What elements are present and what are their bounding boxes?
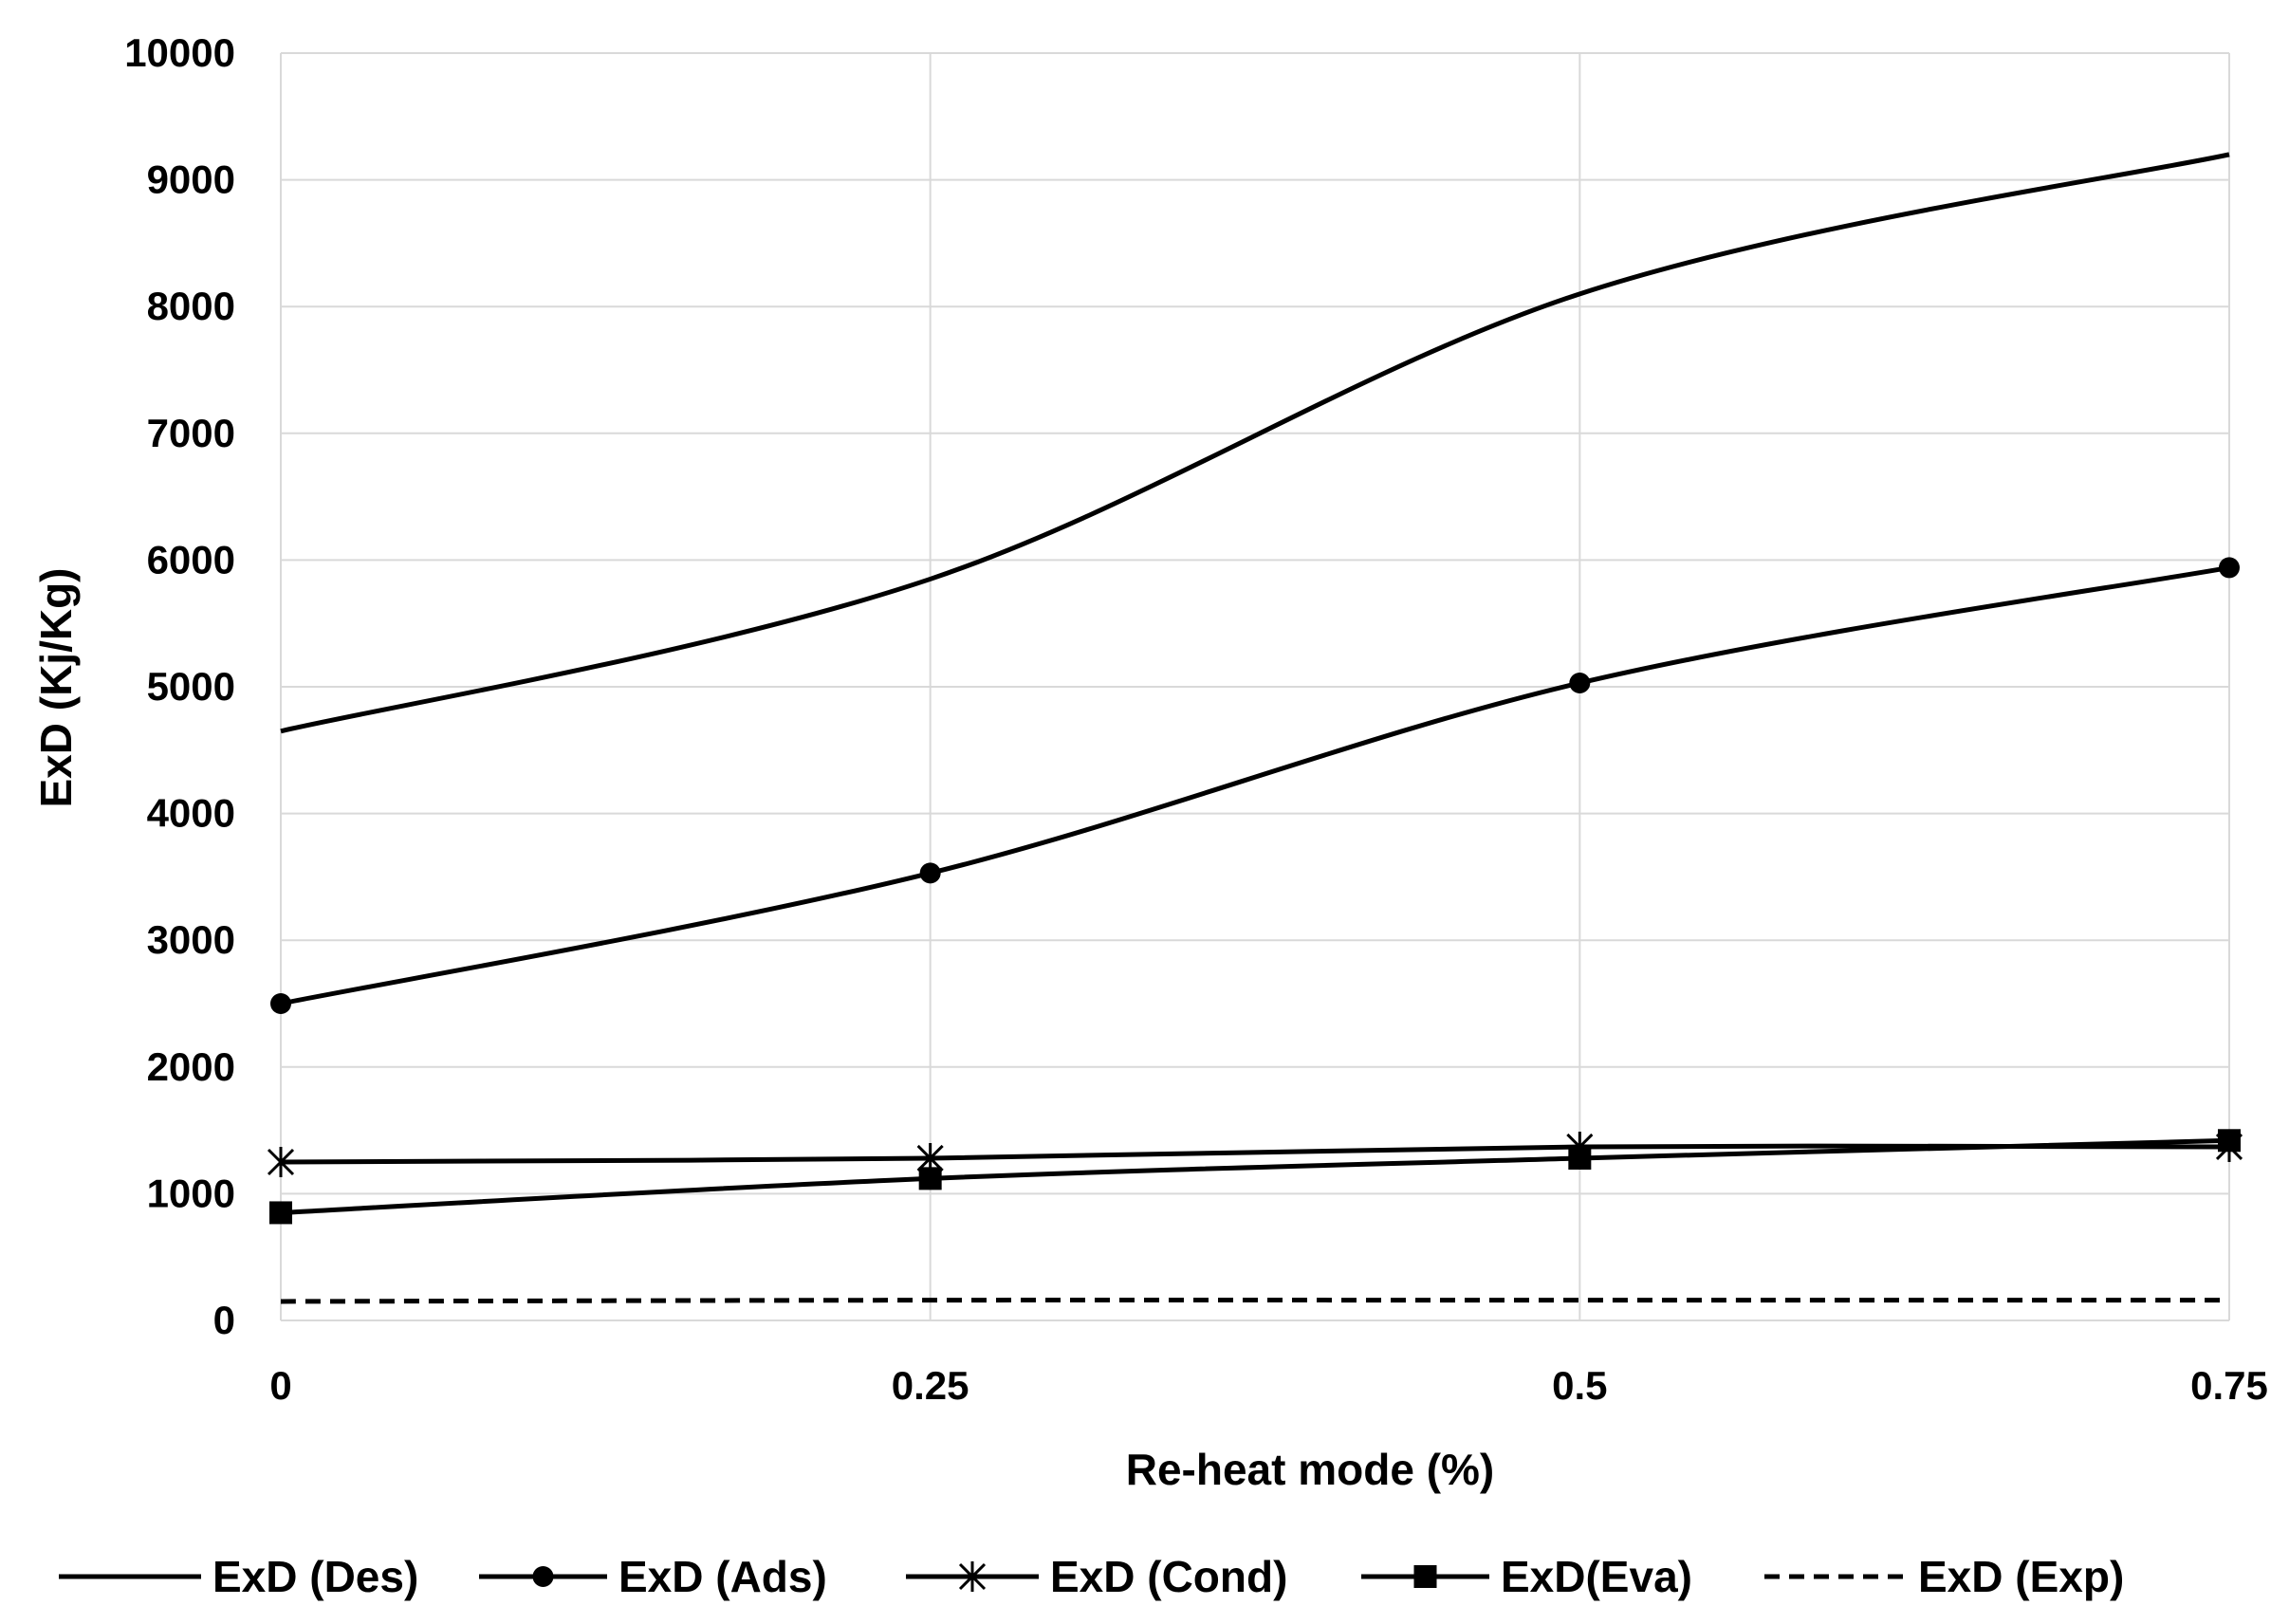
legend-label: ExD (Exp) xyxy=(1918,1552,2124,1601)
data-point-marker xyxy=(267,1147,295,1177)
legend-item: ExD (Exp) xyxy=(1764,1552,2124,1601)
series-layer xyxy=(280,152,2230,1304)
legend-label: ExD (Des) xyxy=(212,1552,418,1601)
y-tick-label: 10000 xyxy=(124,30,235,75)
y-tick-label: 8000 xyxy=(147,284,235,328)
legend: ExD (Des) ExD (Ads) ExD (Cond) ExD(Eva) ExD … xyxy=(59,1552,2124,1601)
legend-item: ExD (Ads) xyxy=(479,1552,827,1601)
axes xyxy=(280,53,2229,1321)
grid-lines xyxy=(281,52,2230,1321)
legend-marker xyxy=(1413,1565,1437,1588)
legend-label: ExD(Eva) xyxy=(1501,1552,1692,1601)
marker-layer xyxy=(267,557,2243,1225)
y-axis-title: ExD (Kj/Kg) xyxy=(31,568,81,808)
legend-marker xyxy=(958,1561,987,1592)
y-tick-label: 4000 xyxy=(147,791,235,836)
x-tick-label: 0.75 xyxy=(2190,1363,2268,1408)
series-line-0 xyxy=(280,152,2230,734)
y-tick-label: 7000 xyxy=(147,411,235,455)
y-tick-label: 0 xyxy=(213,1298,235,1342)
y-tick-label: 1000 xyxy=(147,1171,235,1215)
y-tick-label: 9000 xyxy=(147,157,235,202)
series-line-1 xyxy=(280,564,2230,1006)
legend-label: ExD (Ads) xyxy=(618,1552,827,1601)
series-line-3 xyxy=(280,1137,2230,1215)
x-tick-label: 0.25 xyxy=(892,1363,969,1408)
y-tick-label: 3000 xyxy=(147,917,235,962)
x-tick-label: 0 xyxy=(269,1363,291,1408)
y-tick-label: 2000 xyxy=(147,1044,235,1089)
data-point-marker xyxy=(270,993,291,1014)
y-tick-label: 5000 xyxy=(147,664,235,709)
data-point-marker xyxy=(269,1201,292,1225)
data-point-marker xyxy=(1569,672,1591,693)
tick-labels: 0 1000 2000 3000 4000 5000 6000 7000 8000 9000 100… xyxy=(124,30,2268,1408)
data-point-marker xyxy=(919,862,941,884)
legend-item: ExD (Cond) xyxy=(906,1552,1287,1601)
legend-marker xyxy=(532,1566,554,1587)
data-point-marker xyxy=(2218,1129,2241,1153)
legend-item: ExD (Des) xyxy=(59,1552,418,1601)
x-tick-label: 0.5 xyxy=(1552,1363,1607,1408)
legend-item: ExD(Eva) xyxy=(1361,1552,1692,1601)
data-point-marker xyxy=(918,1167,942,1190)
data-point-marker xyxy=(2219,557,2240,579)
legend-label: ExD (Cond) xyxy=(1050,1552,1287,1601)
data-point-marker xyxy=(1568,1146,1592,1170)
y-tick-label: 6000 xyxy=(147,537,235,581)
x-axis-title: Re-heat mode (%) xyxy=(1126,1445,1494,1494)
